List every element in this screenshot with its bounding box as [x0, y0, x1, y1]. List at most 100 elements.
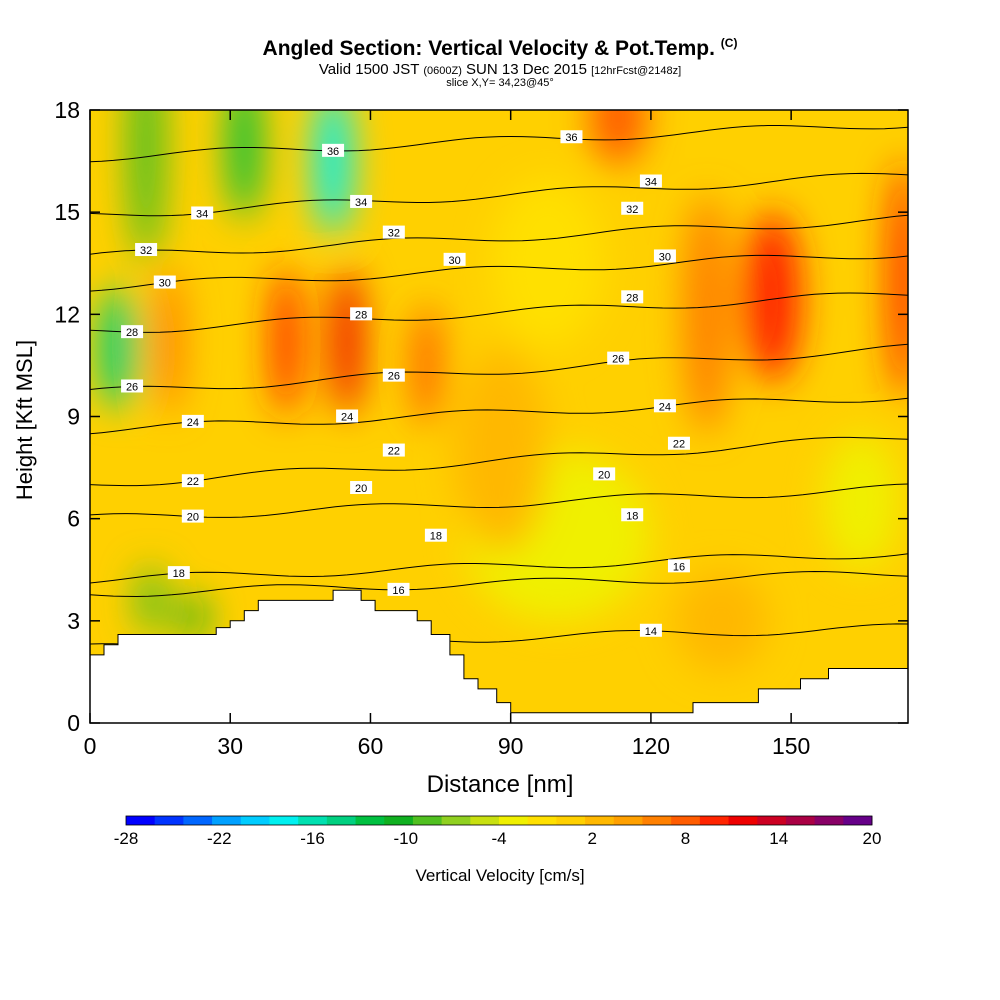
contour-label: 30: [443, 252, 466, 267]
velocity-cell: [333, 266, 362, 417]
colorbar-swatch: [585, 816, 615, 825]
contour-label-box: [667, 436, 690, 450]
colorbar-swatch: [326, 816, 356, 825]
contour-label-box: [621, 201, 644, 215]
contour-label: 30: [153, 275, 176, 290]
contour-label: 22: [181, 474, 204, 488]
velocity-cell: [412, 304, 441, 427]
contour-label-text: 32: [626, 204, 638, 216]
contour-label: 32: [621, 201, 644, 216]
contour-label: 28: [350, 307, 373, 321]
velocity-cell: [155, 266, 184, 417]
x-tick-label: 90: [498, 733, 524, 759]
forecast-note: [12hrFcst@2148z]: [591, 65, 682, 77]
colorbar-swatch: [728, 816, 758, 825]
contour-label: 18: [167, 566, 190, 580]
contour-label-box: [153, 275, 176, 289]
contour-label-box: [350, 307, 373, 321]
contour-label-box: [424, 528, 447, 542]
contour-label-text: 30: [159, 278, 171, 290]
contour-label-box: [607, 351, 630, 365]
contour-label-box: [181, 474, 204, 488]
velocity-cell: [314, 110, 352, 236]
colorbar-swatch: [212, 816, 242, 825]
contour-label-box: [443, 252, 466, 266]
contour-label-text: 20: [598, 469, 610, 481]
contour-label-text: 34: [355, 197, 367, 209]
contour-label-text: 18: [626, 510, 638, 522]
velocity-cell: [889, 161, 908, 400]
contour-label: 26: [607, 351, 630, 366]
contour-label-box: [667, 559, 690, 573]
theta-contour-20: [90, 483, 908, 518]
velocity-cell: [683, 195, 731, 434]
contour-label: 20: [593, 467, 616, 481]
contour-label-text: 28: [626, 292, 638, 304]
contour-label-box: [336, 409, 359, 423]
contour-label-box: [322, 143, 345, 157]
velocity-cell: [272, 266, 301, 417]
contour-label-text: 24: [187, 417, 199, 429]
y-tick-label: 0: [67, 710, 80, 736]
contour-label-box: [181, 414, 204, 428]
y-tick-label: 6: [67, 506, 80, 532]
contour-label-text: 28: [355, 309, 367, 321]
theta-contour-26: [90, 343, 908, 390]
contour-label: 24: [653, 399, 676, 413]
theta-contour-18: [90, 553, 908, 584]
contour-label-box: [121, 379, 144, 393]
contour-label-text: 16: [673, 561, 685, 573]
contour-label-text: 18: [173, 568, 185, 580]
contour-label-box: [387, 582, 410, 596]
colorbar-swatch: [183, 816, 213, 825]
velocity-cell: [674, 569, 768, 672]
contour-label-box: [639, 623, 662, 637]
velocity-cell: [99, 287, 137, 410]
colorbar-swatch: [613, 816, 643, 825]
colorbar-label: Vertical Velocity [cm/s]: [415, 866, 584, 885]
contour-label-text: 20: [187, 512, 199, 524]
contour-label-text: 26: [612, 354, 624, 366]
contour-label-text: 22: [388, 446, 400, 458]
valid-prefix: Valid 1500 JST: [318, 61, 420, 78]
contour-label-box: [350, 481, 373, 495]
contour-label: 32: [382, 225, 405, 240]
contour-label: 14: [639, 623, 662, 638]
colorbar-tick-label: -28: [114, 829, 139, 848]
contour-label-box: [167, 566, 190, 580]
contour-label-box: [621, 290, 644, 304]
contour-label-text: 32: [388, 228, 400, 240]
theta-contour-36: [90, 125, 908, 163]
contour-label: 36: [322, 143, 345, 158]
x-tick-label: 120: [632, 733, 670, 759]
contour-label: 34: [191, 206, 214, 220]
contour-labels: 14 16 18 20 22 24 26 28 30 32 34 36 18 16 18 20 20 22 22 24…: [121, 130, 690, 638]
contour-label-text: 34: [196, 208, 208, 220]
x-tick-label: 150: [772, 733, 810, 759]
theta-contour-30: [90, 254, 908, 292]
contour-label-box: [560, 130, 583, 144]
contour-label: 28: [621, 290, 644, 304]
colorbar-swatch: [240, 816, 270, 825]
colorbar-tick-label: 8: [681, 829, 690, 848]
contour-label: 32: [135, 243, 158, 257]
theta-contour-24: [90, 397, 908, 435]
x-axis-label: Distance [nm]: [427, 771, 574, 798]
contour-label: 20: [350, 481, 373, 495]
contour-label-box: [621, 508, 644, 522]
contour-label: 16: [667, 559, 690, 573]
contour-label: 18: [621, 508, 644, 522]
contour-label: 34: [639, 174, 662, 189]
colorbar-swatch: [814, 816, 844, 825]
velocity-cell: [744, 212, 801, 383]
colorbar-swatch: [470, 816, 500, 825]
contour-label-text: 36: [565, 132, 577, 144]
contour-label-text: 16: [392, 585, 404, 597]
contour-label-text: 22: [673, 439, 685, 451]
valid-utc: (0600Z): [423, 65, 462, 77]
contour-label-text: 30: [448, 255, 460, 267]
contour-label-text: 36: [327, 146, 339, 158]
contour-label-text: 18: [430, 531, 442, 543]
colorbar-tick-label: 20: [863, 829, 882, 848]
